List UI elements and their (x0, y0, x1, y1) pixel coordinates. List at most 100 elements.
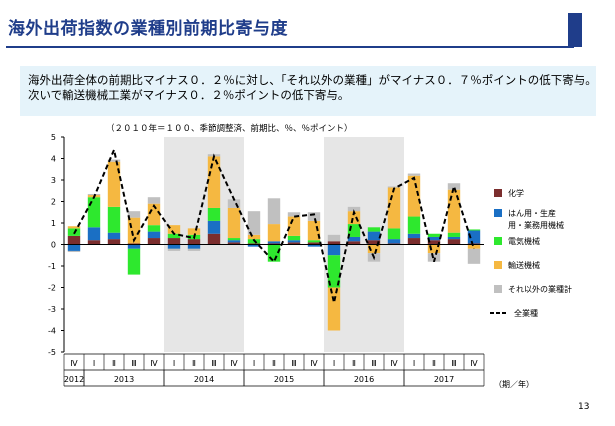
quarter-label: Ⅲ (371, 359, 377, 368)
bar-segment-other (407, 173, 421, 176)
bar-segment-transport (107, 161, 121, 207)
corner-decoration (568, 13, 582, 47)
bar-segment-other (107, 159, 121, 162)
page-title: 海外出荷指数の業種別前期比寄与度 (8, 19, 288, 39)
bar-segment-machinery (267, 241, 281, 244)
bar-segment-electrical (387, 228, 401, 240)
bar-segment-electrical (447, 232, 461, 237)
bar-segment-chemical (427, 240, 441, 245)
x-unit-label: （期／年） (494, 379, 534, 389)
bar-segment-machinery (327, 244, 341, 256)
title-underline (6, 46, 574, 48)
legend-label-transport: 輸送機械 (508, 260, 540, 270)
bar-segment-chemical (87, 240, 101, 245)
bar-segment-chemical (247, 243, 261, 245)
bar-segment-electrical (207, 207, 221, 221)
bar-segment-other (447, 183, 461, 190)
bar-segment-other (387, 186, 401, 188)
bar-segment-transport (407, 175, 421, 217)
bar-segment-chemical (267, 243, 281, 245)
bar-segment-machinery (287, 240, 301, 243)
y-tick-label: -3 (48, 305, 56, 314)
quarter-label: Ⅳ (150, 359, 158, 368)
bar-segment-machinery (87, 227, 101, 241)
y-tick-label: 5 (51, 133, 56, 142)
bar-segment-transport (307, 220, 321, 241)
bar-segment-other (227, 199, 241, 208)
bar-segment-machinery (147, 231, 161, 239)
quarter-label: Ⅲ (131, 359, 137, 368)
quarter-label: Ⅰ (173, 359, 175, 368)
quarter-label: Ⅳ (230, 359, 238, 368)
bar-segment-transport (287, 216, 301, 236)
bar-segment-electrical (367, 227, 381, 232)
bar-segment-other (347, 206, 361, 212)
quarter-label: Ⅲ (291, 359, 297, 368)
y-tick-label: -1 (48, 262, 56, 271)
bar-segment-chemical (287, 242, 301, 245)
quarter-label: Ⅳ (310, 359, 318, 368)
quarter-label: Ⅱ (432, 359, 436, 368)
legend-swatch-chemical (494, 189, 502, 197)
bar-segment-transport (227, 207, 241, 239)
bar-segment-machinery (167, 244, 181, 249)
year-label: 2014 (194, 375, 214, 384)
summary-text: 海外出荷全体の前期比マイナス０．２％に対し、「それ以外の業種」がマイナス０．７％… (28, 73, 597, 102)
bar-segment-machinery (67, 244, 81, 251)
bar-segment-chemical (347, 241, 361, 245)
bar-segment-chemical (367, 240, 381, 245)
bar-segment-chemical (407, 238, 421, 245)
quarter-label: Ⅰ (333, 359, 335, 368)
bar-segment-machinery (347, 236, 361, 242)
bar-segment-other (67, 250, 81, 253)
bar-segment-machinery (447, 236, 461, 240)
bar-segment-chemical (467, 243, 481, 245)
summary-box (20, 66, 596, 116)
y-tick-label: -4 (48, 327, 56, 336)
y-tick-label: 3 (51, 176, 56, 185)
bar-segment-machinery (187, 244, 201, 249)
y-tick-label: 0 (51, 241, 56, 250)
bar-segment-machinery (127, 244, 141, 249)
y-tick-label: 1 (51, 219, 56, 228)
legend-swatch-electrical (494, 237, 502, 245)
bar-segment-other (307, 212, 321, 221)
legend-label-other: それ以外の業種計 (508, 284, 572, 294)
bar-segment-chemical (147, 238, 161, 245)
page-number: 13 (578, 402, 590, 412)
bar-segment-other (87, 193, 101, 196)
legend-label-machinery: はん用・生産 (508, 208, 556, 218)
bar-segment-transport (367, 244, 381, 254)
bar-segment-transport (327, 287, 341, 331)
bar-segment-electrical (407, 216, 421, 234)
legend-swatch-other (494, 285, 502, 293)
bar-segment-transport (427, 244, 441, 254)
year-label: 2016 (354, 375, 374, 384)
quarter-label: Ⅳ (470, 359, 478, 368)
bar-segment-machinery (307, 244, 321, 247)
bar-segment-electrical (327, 255, 341, 288)
bar-segment-chemical (307, 242, 321, 245)
bar-segment-other (187, 248, 201, 251)
bar-segment-transport (247, 234, 261, 240)
year-label: 2015 (274, 375, 294, 384)
chart-note: （２０１０年＝１００、季節調整済、前期比、％、％ポイント） (106, 124, 353, 134)
bar-segment-machinery (247, 244, 261, 247)
total-line (73, 146, 475, 303)
bar-segment-electrical (227, 238, 241, 241)
quarter-label: Ⅱ (112, 359, 116, 368)
bar-segment-machinery (367, 231, 381, 241)
bar-segment-transport (207, 156, 221, 208)
quarter-label: Ⅲ (451, 359, 457, 368)
bar-segment-transport (147, 203, 161, 226)
quarter-label: Ⅳ (390, 359, 398, 368)
bar-segment-chemical (227, 242, 241, 245)
bar-segment-machinery (427, 236, 441, 241)
bar-segment-other (127, 211, 141, 218)
bar-segment-other (247, 211, 261, 235)
quarter-label: Ⅳ (70, 359, 78, 368)
bar-segment-electrical (427, 233, 441, 237)
bar-segment-transport (187, 228, 201, 235)
bar-segment-machinery (207, 220, 221, 234)
bar-segment-electrical (147, 225, 161, 232)
